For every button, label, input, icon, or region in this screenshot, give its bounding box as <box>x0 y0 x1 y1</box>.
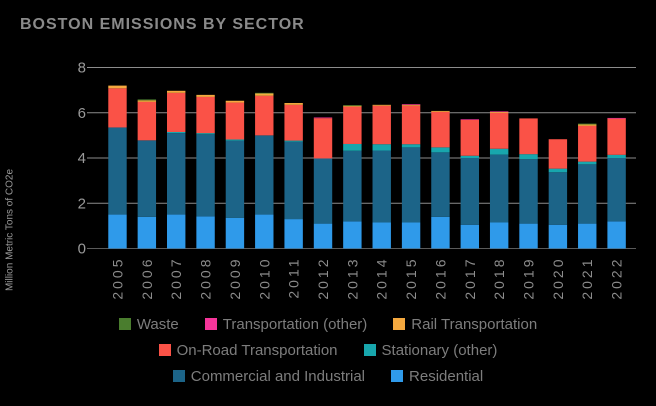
svg-text:8: 8 <box>78 60 86 77</box>
svg-text:2017: 2017 <box>462 257 478 300</box>
svg-text:0: 0 <box>78 241 86 258</box>
svg-text:2009: 2009 <box>227 257 243 300</box>
svg-text:2013: 2013 <box>344 257 360 300</box>
svg-text:2018: 2018 <box>491 257 507 300</box>
svg-text:2005: 2005 <box>109 257 125 300</box>
svg-text:2015: 2015 <box>403 257 419 300</box>
svg-text:2007: 2007 <box>168 257 184 300</box>
svg-text:2012: 2012 <box>315 257 331 300</box>
svg-text:2006: 2006 <box>139 257 155 300</box>
svg-text:2016: 2016 <box>432 257 448 300</box>
svg-text:2020: 2020 <box>550 257 566 300</box>
svg-text:2014: 2014 <box>374 257 390 300</box>
svg-text:4: 4 <box>78 150 86 167</box>
svg-text:2022: 2022 <box>609 257 625 300</box>
svg-text:2021: 2021 <box>579 257 595 300</box>
svg-text:2011: 2011 <box>286 257 302 299</box>
svg-text:2: 2 <box>78 195 86 212</box>
svg-text:2019: 2019 <box>521 257 537 300</box>
svg-text:6: 6 <box>78 105 86 122</box>
svg-text:2010: 2010 <box>256 257 272 300</box>
svg-text:2008: 2008 <box>198 257 214 300</box>
